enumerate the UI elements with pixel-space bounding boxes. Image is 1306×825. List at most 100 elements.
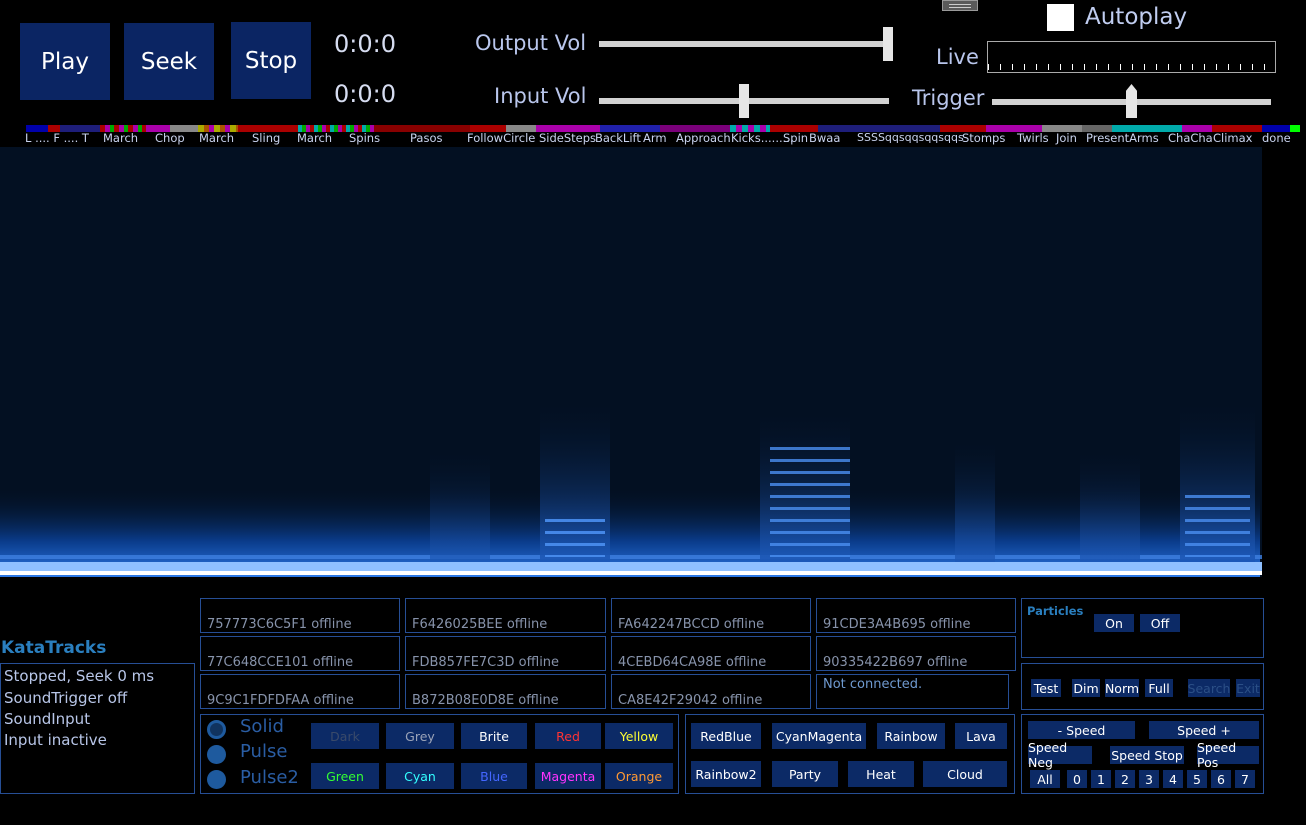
spectrogram[interactable] xyxy=(0,147,1306,577)
device-cell: 77C648CCE101 offline xyxy=(200,636,400,671)
color-grey-button[interactable]: Grey xyxy=(386,723,454,749)
palette-party-button[interactable]: Party xyxy=(772,761,838,787)
speed-7-button[interactable]: 7 xyxy=(1235,770,1255,788)
device-cell: FA642247BCCD offline xyxy=(611,598,811,633)
device-status: 91CDE3A4B695 offline xyxy=(823,617,971,632)
autoplay-label: Autoplay xyxy=(1085,4,1188,30)
speed-5-button[interactable]: 5 xyxy=(1187,770,1207,788)
section-label: BackLift xyxy=(595,131,641,145)
device-cell: 4CEBD64CA98E offline xyxy=(611,636,811,671)
output-vol-label: Output Vol xyxy=(475,31,587,55)
norm-button[interactable]: Norm xyxy=(1104,679,1140,697)
color-magenta-button[interactable]: Magenta xyxy=(535,763,601,789)
trigger-label: Trigger xyxy=(912,86,985,110)
section-label: March xyxy=(297,131,333,145)
device-status: F6426025BEE offline xyxy=(412,617,548,632)
speed-neg-button[interactable]: Speed Neg xyxy=(1028,740,1092,770)
section-label: FollowCircle xyxy=(467,131,536,145)
device-cell: 90335422B697 offline xyxy=(816,636,1016,671)
color-orange-button[interactable]: Orange xyxy=(605,763,673,789)
section-label: Join xyxy=(1056,131,1077,145)
palette-cloud-button[interactable]: Cloud xyxy=(923,761,1007,787)
color-yellow-button[interactable]: Yellow xyxy=(605,723,673,749)
pulse-label: Pulse xyxy=(240,741,288,762)
section-label: Spin xyxy=(783,131,809,145)
device-status: B872B08E0D8E offline xyxy=(412,693,559,708)
palette-lava-button[interactable]: Lava xyxy=(955,723,1007,749)
autoplay-checkbox[interactable] xyxy=(1047,4,1074,31)
device-status: CA8E42F29042 offline xyxy=(618,693,763,708)
speed-4-button[interactable]: 4 xyxy=(1163,770,1183,788)
pulse2-radio[interactable] xyxy=(207,770,226,789)
drag-handle[interactable] xyxy=(942,0,978,11)
particles-panel: Particles On Off xyxy=(1021,598,1264,658)
search-button[interactable]: Search xyxy=(1187,679,1231,697)
live-label: Live xyxy=(936,45,979,69)
seek-button[interactable]: Seek xyxy=(124,23,214,100)
live-meter xyxy=(987,41,1276,73)
input-vol-thumb[interactable] xyxy=(739,84,749,118)
output-vol-slider[interactable] xyxy=(599,41,889,47)
speed-3-button[interactable]: 3 xyxy=(1139,770,1159,788)
particles-on-button[interactable]: On xyxy=(1094,614,1134,632)
particles-title: Particles xyxy=(1027,604,1084,618)
status-line: SoundTrigger off xyxy=(4,689,128,707)
solid-label: Solid xyxy=(240,716,284,737)
device-status: 90335422B697 offline xyxy=(823,655,968,670)
color-red-button[interactable]: Red xyxy=(535,723,601,749)
stop-button[interactable]: Stop xyxy=(231,22,311,99)
section-label: Spins xyxy=(349,131,381,145)
color-green-button[interactable]: Green xyxy=(311,763,379,789)
speed-stop-button[interactable]: Speed Stop xyxy=(1110,746,1184,764)
solid-radio[interactable] xyxy=(207,720,226,739)
palette-cyanmagenta-button[interactable]: CyanMagenta xyxy=(772,723,866,749)
palette-redblue-button[interactable]: RedBlue xyxy=(691,723,761,749)
speed-0-button[interactable]: 0 xyxy=(1067,770,1087,788)
device-cell: B872B08E0D8E offline xyxy=(405,674,606,709)
device-status: 757773C6C5F1 offline xyxy=(207,617,352,632)
device-status: FDB857FE7C3D offline xyxy=(412,655,560,670)
play-button[interactable]: Play xyxy=(20,23,110,100)
pulse-radio[interactable] xyxy=(207,745,226,764)
full-button[interactable]: Full xyxy=(1145,679,1173,697)
section-label: SideSteps xyxy=(539,131,597,145)
speed-2-button[interactable]: 2 xyxy=(1115,770,1135,788)
section-label: Twirls xyxy=(1017,131,1049,145)
section-label: Approach xyxy=(676,131,731,145)
section-label: done xyxy=(1262,131,1291,145)
test-button[interactable]: Test xyxy=(1031,679,1061,697)
color-blue-button[interactable]: Blue xyxy=(461,763,527,789)
color-cyan-button[interactable]: Cyan xyxy=(386,763,454,789)
speed-6-button[interactable]: 6 xyxy=(1211,770,1231,788)
trigger-thumb[interactable] xyxy=(1126,84,1137,118)
connection-status: Not connected. xyxy=(816,674,1009,709)
speed-all-button[interactable]: All xyxy=(1030,770,1060,788)
speed-minus-button[interactable]: - Speed xyxy=(1028,721,1135,739)
speed-plus-button[interactable]: Speed + xyxy=(1149,721,1259,739)
particles-off-button[interactable]: Off xyxy=(1140,614,1180,632)
section-label: Bwaa xyxy=(809,131,841,145)
section-label: Climax xyxy=(1213,131,1253,145)
status-line: Stopped, Seek 0 ms xyxy=(4,667,155,685)
color-panel: Solid Pulse Pulse2 Dark Grey Brite Red Y… xyxy=(200,714,679,794)
section-label: ChaCha xyxy=(1168,131,1213,145)
speed-panel: - Speed Speed + Speed Neg Speed Stop Spe… xyxy=(1021,714,1264,794)
duration-time: 0:0:0 xyxy=(334,80,396,108)
position-time: 0:0:0 xyxy=(334,30,396,58)
section-label: SSSSqqsqqsqqsqqs xyxy=(857,131,964,144)
dim-button[interactable]: Dim xyxy=(1072,679,1100,697)
section-label: Chop xyxy=(155,131,185,145)
connection-status-text: Not connected. xyxy=(823,677,923,692)
palette-rainbow2-button[interactable]: Rainbow2 xyxy=(691,761,761,787)
speed-1-button[interactable]: 1 xyxy=(1091,770,1111,788)
exit-button[interactable]: Exit xyxy=(1236,679,1260,697)
color-brite-button[interactable]: Brite xyxy=(461,723,527,749)
color-dark-button[interactable]: Dark xyxy=(311,723,379,749)
output-vol-thumb[interactable] xyxy=(883,27,893,61)
device-cell: CA8E42F29042 offline xyxy=(611,674,811,709)
palette-heat-button[interactable]: Heat xyxy=(848,761,914,787)
speed-pos-button[interactable]: Speed Pos xyxy=(1197,740,1259,770)
palette-rainbow-button[interactable]: Rainbow xyxy=(877,723,945,749)
mode-panel: Test Dim Norm Full Search Exit xyxy=(1021,663,1264,710)
device-cell: 91CDE3A4B695 offline xyxy=(816,598,1016,633)
